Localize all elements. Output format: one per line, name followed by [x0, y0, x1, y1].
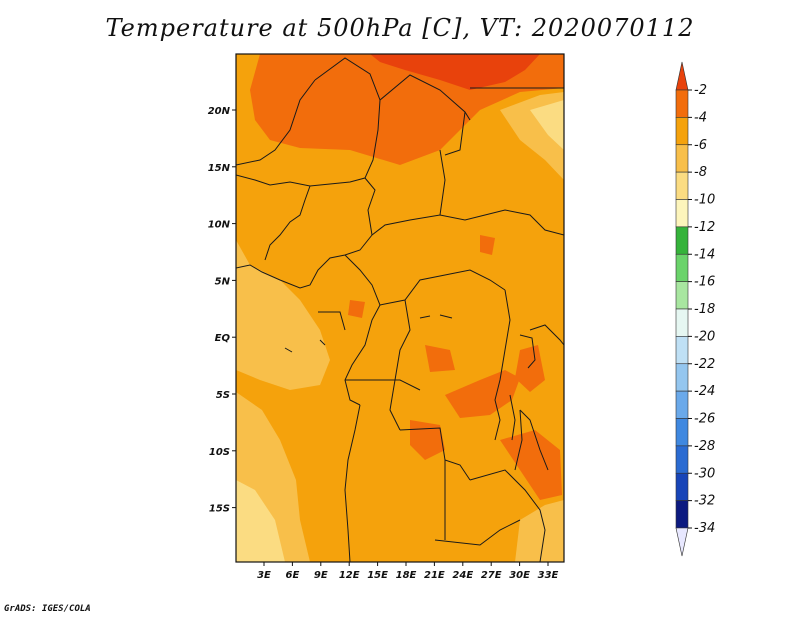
longitude-axis: 3E 6E 9E 12E 15E 18E 21E 24E 27E 30E 33E: [257, 562, 559, 581]
colorbar-swatch: [675, 308, 689, 337]
lon-tick-label: 3E: [257, 570, 271, 581]
colorbar: -2 -4 -6 -8 -10 -12 -14 -16 -18 -20 -22 -24 -26 -28 -3…: [675, 61, 715, 557]
lat-tick-label: 20N: [208, 106, 231, 117]
colorbar-label: -30: [694, 466, 715, 481]
temperature-field: [236, 54, 564, 562]
colorbar-swatch: [675, 336, 689, 365]
colorbar-label: -14: [694, 247, 715, 262]
colorbar-label: -32: [694, 494, 715, 509]
colorbar-label: -10: [694, 193, 715, 208]
colorbar-top-triangle: [675, 61, 689, 91]
colorbar-label: -26: [694, 412, 715, 427]
colorbar-swatch: [675, 144, 689, 173]
field-coolest-southwest: [236, 480, 285, 562]
map-frame: [235, 53, 565, 563]
country-borders: [236, 57, 564, 562]
field-warm-patch-southeast: [500, 430, 562, 500]
colorbar-label: -20: [694, 329, 715, 344]
lon-tick-label: 18E: [396, 570, 417, 581]
lon-tick-label: 33E: [538, 570, 559, 581]
lat-tick-label: 10S: [209, 447, 230, 458]
lat-tick-label: 5N: [215, 276, 231, 287]
field-warm-patch-center: [410, 420, 445, 460]
field-coolest-northeast: [530, 100, 564, 150]
colorbar-swatch: [675, 472, 689, 501]
colorbar-swatch: [675, 171, 689, 200]
lon-tick-label: 21E: [424, 570, 445, 581]
lat-tick-label: 15N: [208, 163, 231, 174]
colorbar-swatch: [675, 117, 689, 146]
colorbar-label: -18: [694, 302, 715, 317]
colorbar-label: -4: [694, 110, 707, 125]
colorbar-swatch: [675, 390, 689, 419]
lat-tick-label: 15S: [209, 504, 230, 515]
colorbar-label: -16: [694, 275, 715, 290]
field-warm-patch-cameroon: [348, 300, 365, 318]
chart-title: Temperature at 500hPa [C], VT: 202007011…: [105, 14, 695, 42]
latitude-axis: 20N 15N 10N 5N EQ 5S 10S 15S: [208, 106, 236, 515]
colorbar-swatch: [675, 281, 689, 310]
colorbar-swatch: [675, 199, 689, 228]
field-warm-patch-sudan: [480, 235, 495, 255]
lat-tick-label: 10N: [208, 220, 231, 231]
lon-tick-label: 15E: [367, 570, 388, 581]
colorbar-bottom-triangle: [675, 527, 689, 557]
field-warm-patch-lakes: [515, 345, 545, 392]
colorbar-swatch: [675, 445, 689, 474]
colorbar-label: -6: [694, 138, 707, 153]
lat-tick-label: EQ: [215, 333, 231, 344]
lon-tick-label: 27E: [481, 570, 502, 581]
colorbar-swatch: [675, 418, 689, 447]
lon-tick-label: 9E: [314, 570, 328, 581]
colorbar-label: -22: [694, 357, 715, 372]
colorbar-label: -2: [694, 83, 707, 98]
lat-tick-label: 5S: [216, 390, 230, 401]
colorbar-swatch: [675, 89, 689, 118]
lon-tick-label: 12E: [339, 570, 360, 581]
lon-tick-label: 24E: [452, 570, 473, 581]
field-warmest-north: [370, 54, 540, 90]
lon-tick-label: 6E: [286, 570, 300, 581]
colorbar-label: -8: [694, 165, 707, 180]
colorbar-label: -24: [694, 384, 715, 399]
lon-tick-label: 30E: [509, 570, 530, 581]
field-cool-west: [236, 240, 330, 390]
colorbar-swatch: [675, 363, 689, 392]
colorbar-label: -34: [694, 521, 715, 536]
colorbar-label: -12: [694, 220, 715, 235]
colorbar-swatch: [675, 226, 689, 255]
field-cool-southeast: [515, 500, 564, 562]
grads-credit: GrADS: IGES/COLA: [4, 604, 91, 614]
colorbar-swatch: [675, 500, 689, 529]
field-warm-patch-east: [445, 370, 520, 418]
colorbar-swatch: [675, 253, 689, 282]
colorbar-label: -28: [694, 439, 715, 454]
field-warm-patch-congo: [425, 345, 455, 372]
